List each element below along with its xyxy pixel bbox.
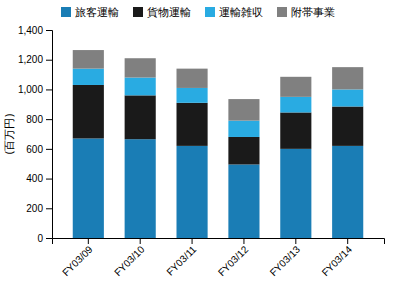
bar [125,58,156,77]
tick-label: 800 [26,114,43,125]
tick: FY03/13 [268,238,303,278]
tick-label: 1,200 [18,54,43,65]
tick-mark [46,238,52,239]
legend-label: 運輸雑収 [219,6,263,19]
tick-mark [46,119,52,120]
tick-mark [46,89,52,90]
legend-item: 貨物運輸 [133,6,191,19]
series [73,138,364,238]
bar [280,77,311,97]
tick: 1,200 [18,54,52,65]
bar [177,103,208,146]
legend: 旅客運輸 貨物運輸 運輸雑収 附帯事業 [61,6,335,19]
tick-label: 600 [26,144,43,155]
bar [177,88,208,103]
bar [332,146,363,238]
bar [332,67,363,89]
tick-label: FY03/11 [164,243,198,277]
tick: 600 [26,144,52,155]
plot: 02004006008001,0001,2001,400FY03/09FY03/… [18,25,385,278]
tick: 1,400 [18,25,52,36]
legend-swatch [205,7,215,17]
tick-mark [140,238,141,244]
series [73,50,364,121]
tick: FY03/11 [164,238,198,278]
legend-label: 旅客運輸 [75,6,119,19]
tick-mark [295,238,296,244]
bar [228,121,259,137]
legend-item: 附帯事業 [277,6,335,19]
tick: 1,000 [18,84,52,95]
tick-label: FY03/09 [60,243,95,278]
series [73,85,364,164]
tick: FY03/12 [216,238,251,278]
tick: FY03/10 [112,238,147,278]
axis-line [53,239,385,245]
tick-mark [88,238,89,244]
tick-mark [347,238,348,244]
bar [73,85,104,138]
tick-label: 1,400 [18,25,43,36]
bar [125,95,156,139]
tick-label: FY03/12 [216,243,251,278]
tick-mark [192,238,193,244]
legend-label: 貨物運輸 [147,6,191,19]
legend-item: 運輸雑収 [205,6,263,19]
tick-mark [243,238,244,244]
bar [73,69,104,85]
tick-label: FY03/10 [112,243,147,278]
bar [332,89,363,106]
tick-mark [46,208,52,209]
bar [228,137,259,164]
bar [125,78,156,96]
tick: 400 [26,173,52,184]
legend-swatch [277,7,287,17]
bars [73,50,364,238]
tick-mark [46,149,52,150]
tick-label: 200 [26,203,43,214]
tick-label: 0 [37,233,43,244]
legend-label: 附帯事業 [291,6,335,19]
tick-label: 400 [26,173,43,184]
legend-item: 旅客運輸 [61,6,119,19]
bar [177,69,208,88]
y-axis: 0 200 400 600 800 1,000 1,200 1,400 [18,25,53,244]
bar [228,99,259,121]
series [73,69,364,137]
bar [73,138,104,238]
tick-label: 1,000 [18,84,43,95]
y-label: (百万円) [3,113,16,155]
tick-label: FY03/13 [268,243,303,278]
bar [280,97,311,113]
bar [228,164,259,238]
tick: 0 [37,233,52,244]
tick-mark [46,60,52,61]
legend-swatch [61,7,71,17]
bar [177,146,208,238]
bar [280,149,311,238]
tick: 200 [26,203,52,214]
x-axis: FY03/09 FY03/10 FY03/11 FY03/12 FY03/13 FY03/… [53,238,385,278]
tick-mark [46,179,52,180]
tick: FY03/14 [320,238,355,278]
bar [125,139,156,238]
axis-line [46,31,53,239]
bar [280,112,311,148]
tick: FY03/09 [60,238,95,278]
bar [73,50,104,69]
tick-mark [46,30,52,31]
chart: 02004006008001,0001,2001,400FY03/09FY03/… [0,0,396,288]
tick: 800 [26,114,52,125]
bar [332,107,363,146]
tick-label: FY03/14 [320,243,355,278]
legend-swatch [133,7,143,17]
